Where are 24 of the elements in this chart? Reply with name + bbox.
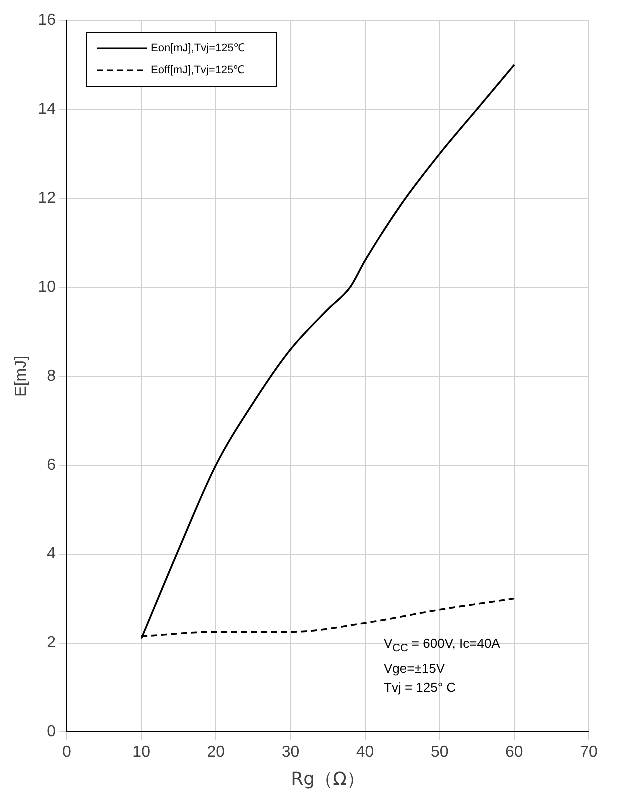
x-tick-label: 20: [207, 744, 226, 762]
y-tick-label: 12: [38, 190, 56, 207]
annotation: V$_{CC}$ = 600V, Ic=40A: [384, 635, 500, 657]
x-tick-label: 40: [356, 744, 374, 762]
annotation: Tvj = 125° C: [384, 678, 458, 697]
annotation: Vge=±15V: [384, 660, 446, 678]
legend-label: Eoff[mJ],Tvj=125℃: [150, 64, 245, 77]
x-tick-label: 50: [430, 744, 449, 762]
x-tick-label: 60: [506, 744, 524, 762]
y-tick-label: 14: [38, 100, 56, 118]
x-tick-label: 30: [282, 744, 300, 762]
y-tick-label: 10: [38, 278, 56, 296]
y-tick-label: 16: [38, 12, 56, 30]
x-tick-label: 70: [580, 744, 598, 762]
y-tick-label: 2: [47, 634, 56, 652]
x-axis-title: Rg（Ω）: [291, 768, 365, 790]
y-tick-label: 4: [47, 546, 56, 563]
y-axis-title: E[mJ]: [13, 356, 30, 397]
x-tick-label: 10: [132, 744, 151, 762]
legend-label: Eon[mJ],Tvj=125℃: [150, 42, 245, 55]
y-tick-label: 8: [47, 368, 56, 385]
y-tick-label: 6: [47, 456, 56, 474]
x-tick-label: 0: [62, 744, 72, 762]
y-tick-label: 0: [47, 724, 56, 741]
